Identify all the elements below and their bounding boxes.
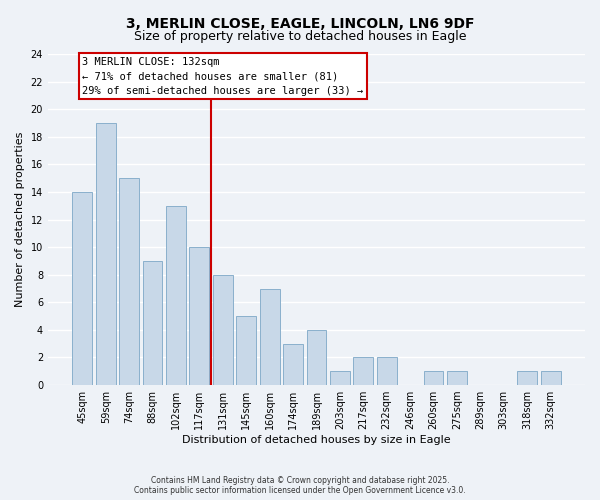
Bar [283, 344, 303, 385]
Bar [213, 274, 233, 385]
Bar [517, 372, 537, 385]
Text: Contains HM Land Registry data © Crown copyright and database right 2025.: Contains HM Land Registry data © Crown c… [151, 476, 449, 485]
Bar [166, 206, 186, 385]
Bar [236, 316, 256, 385]
Bar [307, 330, 326, 385]
Text: 3, MERLIN CLOSE, EAGLE, LINCOLN, LN6 9DF: 3, MERLIN CLOSE, EAGLE, LINCOLN, LN6 9DF [126, 18, 474, 32]
Bar [424, 372, 443, 385]
X-axis label: Distribution of detached houses by size in Eagle: Distribution of detached houses by size … [182, 435, 451, 445]
Bar [541, 372, 560, 385]
Bar [447, 372, 467, 385]
Bar [190, 247, 209, 385]
Y-axis label: Number of detached properties: Number of detached properties [15, 132, 25, 307]
Text: Contains public sector information licensed under the Open Government Licence v3: Contains public sector information licen… [134, 486, 466, 495]
Bar [377, 358, 397, 385]
Bar [73, 192, 92, 385]
Bar [260, 288, 280, 385]
Bar [119, 178, 139, 385]
Bar [143, 261, 163, 385]
Bar [353, 358, 373, 385]
Text: Size of property relative to detached houses in Eagle: Size of property relative to detached ho… [134, 30, 466, 43]
Bar [330, 372, 350, 385]
Text: 3 MERLIN CLOSE: 132sqm
← 71% of detached houses are smaller (81)
29% of semi-det: 3 MERLIN CLOSE: 132sqm ← 71% of detached… [82, 57, 364, 96]
Bar [96, 123, 116, 385]
